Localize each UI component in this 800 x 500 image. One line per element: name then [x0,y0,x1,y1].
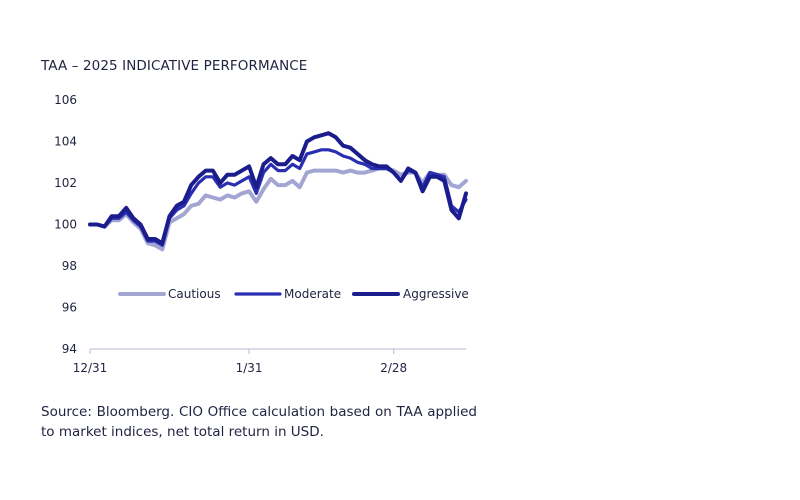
legend-label-moderate: Moderate [284,287,341,301]
y-tick-label: 100 [54,218,77,232]
y-tick-label: 96 [62,301,77,315]
legend-label-aggressive: Aggressive [403,287,469,301]
chart-title: TAA – 2025 INDICATIVE PERFORMANCE [41,58,308,74]
y-tick-label: 98 [62,259,77,273]
x-axis: 12/31 1/31 2/28 [73,348,466,375]
y-tick-label: 106 [54,93,77,107]
series-lines [88,131,468,252]
y-axis: 94 96 98 100 102 104 106 [54,93,77,356]
line-chart: 94 96 98 100 102 104 106 12/31 1/31 2/28 Cautiou… [54,93,469,375]
x-tick-label: 2/28 [380,361,407,375]
x-tick-label: 12/31 [73,361,108,375]
series-line-aggressive [88,131,468,246]
legend: Cautious Moderate Aggressive [118,287,469,301]
y-tick-label: 104 [54,135,77,149]
y-tick-label: 102 [54,176,77,190]
y-tick-label: 94 [62,342,77,356]
source-note: Source: Bloomberg. CIO Office calculatio… [41,404,477,440]
x-tick-label: 1/31 [236,361,263,375]
legend-label-cautious: Cautious [168,287,221,301]
